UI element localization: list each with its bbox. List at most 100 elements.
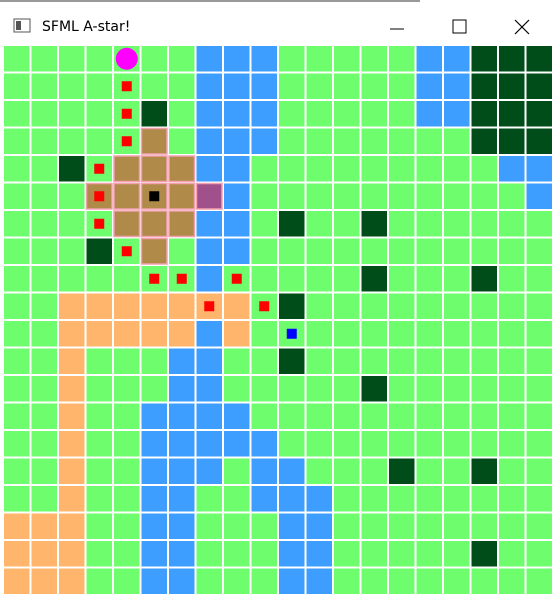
water-cell bbox=[526, 156, 552, 182]
grass-cell bbox=[334, 458, 360, 484]
grass-cell bbox=[334, 238, 360, 264]
grass-cell bbox=[251, 238, 277, 264]
sand-cell bbox=[59, 486, 85, 512]
water-cell bbox=[141, 568, 167, 594]
maximize-button[interactable] bbox=[452, 19, 467, 34]
explored-cell bbox=[140, 155, 168, 183]
grass-cell bbox=[444, 128, 470, 154]
grass-cell bbox=[86, 486, 112, 512]
grass-cell bbox=[86, 73, 112, 99]
grass-cell bbox=[306, 73, 332, 99]
sand-cell bbox=[86, 293, 112, 319]
close-button[interactable] bbox=[514, 19, 530, 35]
forest-cell bbox=[526, 73, 552, 99]
grass-cell bbox=[306, 266, 332, 292]
grass-cell bbox=[169, 128, 195, 154]
explored-cell bbox=[113, 182, 141, 210]
grass-cell bbox=[334, 403, 360, 429]
grass-cell bbox=[444, 238, 470, 264]
grass-cell bbox=[86, 431, 112, 457]
path-marker bbox=[149, 273, 160, 284]
grass-cell bbox=[444, 183, 470, 209]
water-cell bbox=[251, 101, 277, 127]
forest-cell bbox=[471, 128, 497, 154]
grass-cell bbox=[526, 431, 552, 457]
path-marker bbox=[121, 108, 132, 119]
grass-cell bbox=[114, 348, 140, 374]
water-cell bbox=[224, 73, 250, 99]
grass-cell bbox=[416, 348, 442, 374]
grass-cell bbox=[4, 431, 30, 457]
grass-cell bbox=[499, 513, 525, 539]
grass-cell bbox=[279, 46, 305, 72]
forest-cell bbox=[361, 211, 387, 237]
grass-cell bbox=[4, 266, 30, 292]
grass-cell bbox=[526, 568, 552, 594]
path-marker bbox=[231, 273, 242, 284]
grass-cell bbox=[416, 156, 442, 182]
sand-cell bbox=[224, 293, 250, 319]
explored-cell bbox=[140, 237, 168, 265]
path-marker bbox=[176, 273, 187, 284]
grass-cell bbox=[306, 293, 332, 319]
grass-cell bbox=[141, 46, 167, 72]
grass-cell bbox=[444, 211, 470, 237]
grass-cell bbox=[4, 73, 30, 99]
grass-cell bbox=[361, 348, 387, 374]
grass-cell bbox=[4, 238, 30, 264]
grass-cell bbox=[499, 348, 525, 374]
grass-cell bbox=[4, 46, 30, 72]
water-cell bbox=[196, 211, 222, 237]
sand-cell bbox=[59, 403, 85, 429]
grass-cell bbox=[31, 321, 57, 347]
grass-cell bbox=[114, 403, 140, 429]
grass-cell bbox=[224, 486, 250, 512]
grass-cell bbox=[416, 403, 442, 429]
grass-cell bbox=[444, 541, 470, 567]
sand-cell bbox=[31, 541, 57, 567]
water-cell bbox=[306, 541, 332, 567]
grass-cell bbox=[389, 431, 415, 457]
grass-cell bbox=[31, 376, 57, 402]
grass-cell bbox=[526, 211, 552, 237]
grass-cell bbox=[224, 568, 250, 594]
grass-cell bbox=[279, 266, 305, 292]
grass-cell bbox=[416, 431, 442, 457]
grass-cell bbox=[31, 458, 57, 484]
grass-cell bbox=[499, 541, 525, 567]
grass-cell bbox=[334, 541, 360, 567]
grass-cell bbox=[279, 183, 305, 209]
grass-cell bbox=[306, 238, 332, 264]
grass-cell bbox=[361, 321, 387, 347]
grass-cell bbox=[31, 293, 57, 319]
grass-cell bbox=[526, 238, 552, 264]
grass-cell bbox=[196, 486, 222, 512]
grass-cell bbox=[251, 403, 277, 429]
path-marker bbox=[94, 218, 105, 229]
water-cell bbox=[196, 376, 222, 402]
grass-cell bbox=[86, 376, 112, 402]
water-cell bbox=[224, 156, 250, 182]
grass-cell bbox=[334, 211, 360, 237]
grass-cell bbox=[31, 73, 57, 99]
grass-cell bbox=[4, 458, 30, 484]
explored-cell bbox=[140, 127, 168, 155]
grass-cell bbox=[361, 458, 387, 484]
water-cell bbox=[196, 238, 222, 264]
grass-cell bbox=[86, 46, 112, 72]
water-cell bbox=[279, 486, 305, 512]
grass-cell bbox=[86, 541, 112, 567]
grass-cell bbox=[306, 376, 332, 402]
grass-cell bbox=[4, 211, 30, 237]
water-cell bbox=[169, 376, 195, 402]
water-cell bbox=[169, 458, 195, 484]
grass-cell bbox=[471, 431, 497, 457]
sand-cell bbox=[141, 321, 167, 347]
grass-cell bbox=[416, 568, 442, 594]
grass-cell bbox=[114, 376, 140, 402]
sand-cell bbox=[114, 293, 140, 319]
sand-cell bbox=[4, 541, 30, 567]
grass-cell bbox=[4, 156, 30, 182]
grass-cell bbox=[306, 348, 332, 374]
